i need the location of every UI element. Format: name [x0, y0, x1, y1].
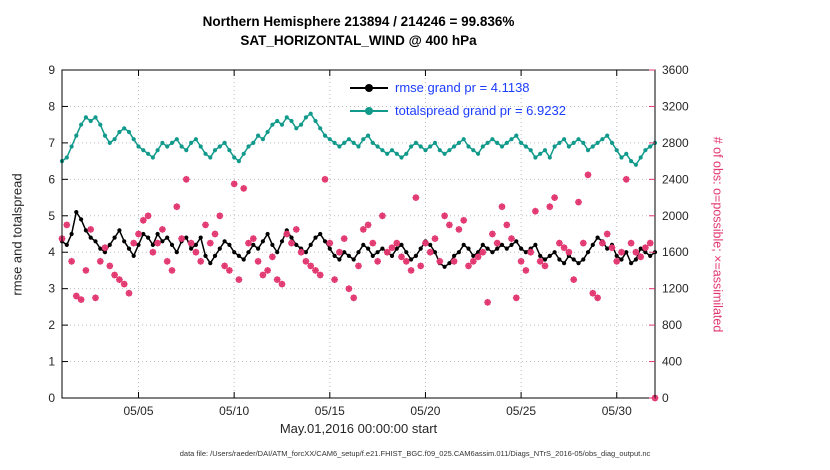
svg-text:1: 1 — [48, 355, 55, 369]
svg-text:05/20: 05/20 — [410, 404, 440, 418]
rmse-series — [59, 210, 658, 269]
axis-frame: 0 1 2 3 4 5 6 7 8 9 0 400 800 1200 1600 2000 2400 2800 320… — [48, 63, 689, 418]
svg-text:5: 5 — [48, 209, 55, 223]
svg-text:05/05: 05/05 — [124, 404, 154, 418]
rmse-line-sample — [350, 81, 388, 95]
svg-text:2000: 2000 — [662, 209, 689, 223]
svg-text:0: 0 — [662, 391, 669, 405]
svg-text:3: 3 — [48, 282, 55, 296]
svg-text:4: 4 — [48, 245, 55, 259]
svg-text:2400: 2400 — [662, 172, 689, 186]
svg-text:400: 400 — [662, 355, 682, 369]
svg-text:800: 800 — [662, 318, 682, 332]
svg-text:05/10: 05/10 — [219, 404, 249, 418]
svg-text:05/25: 05/25 — [506, 404, 536, 418]
svg-text:0: 0 — [48, 391, 55, 405]
chart-subtitle: SAT_HORIZONTAL_WIND @ 400 hPa — [240, 33, 477, 48]
svg-text:6: 6 — [48, 172, 55, 186]
y-axis-label-left: rmse and totalspread — [9, 173, 25, 296]
totalspread-series — [59, 111, 658, 167]
chart-title: Northern Hemisphere 213894 / 214246 = 99… — [202, 14, 515, 29]
svg-text:7: 7 — [48, 136, 55, 150]
legend-label-rmse: rmse grand pr = 4.1138 — [395, 80, 530, 95]
svg-text:1200: 1200 — [662, 282, 689, 296]
totalspread-marker-icon — [365, 106, 373, 115]
legend: rmse grand pr = 4.1138 totalspread grand… — [350, 76, 566, 122]
y-axis-label-right: # of obs: o=possible; ×=assimilated — [710, 136, 725, 333]
svg-text:8: 8 — [48, 99, 55, 113]
svg-text:1600: 1600 — [662, 245, 689, 259]
svg-text:05/15: 05/15 — [315, 404, 345, 418]
legend-label-totalspread: totalspread grand pr = 6.9232 — [395, 103, 566, 118]
rmse-marker-icon — [365, 83, 373, 92]
svg-text:3200: 3200 — [662, 99, 689, 113]
x-axis-label: May.01,2016 00:00:00 start — [279, 421, 438, 436]
svg-text:2: 2 — [48, 318, 55, 332]
totalspread-line-sample — [350, 104, 388, 118]
svg-text:3600: 3600 — [662, 63, 689, 77]
legend-item-totalspread: totalspread grand pr = 6.9232 — [350, 99, 566, 122]
svg-text:9: 9 — [48, 63, 55, 77]
svg-text:2800: 2800 — [662, 136, 689, 150]
legend-item-rmse: rmse grand pr = 4.1138 — [350, 76, 566, 99]
obs_assimilated-series — [58, 171, 659, 402]
data-file-caption: data file: /Users/raeder/DAI/ATM_forcXX/… — [179, 449, 651, 458]
svg-text:05/30: 05/30 — [602, 404, 632, 418]
